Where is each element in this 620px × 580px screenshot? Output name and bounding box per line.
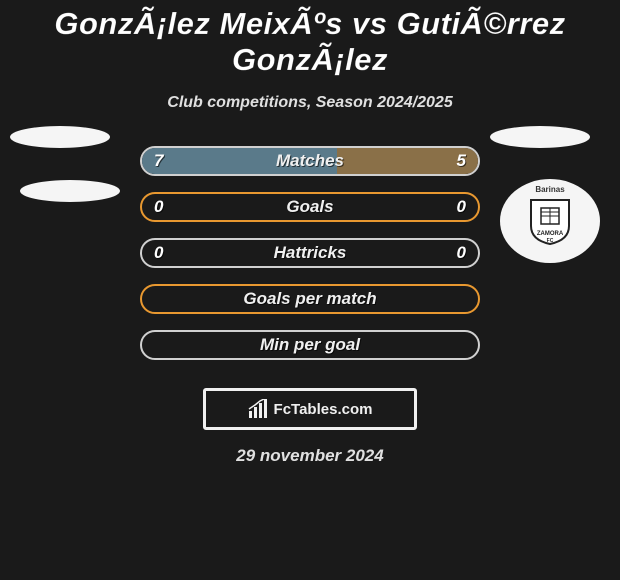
stat-label: Matches xyxy=(276,151,344,171)
player2-avatar xyxy=(490,126,590,148)
stat-value-player2: 5 xyxy=(457,151,466,171)
subtitle: Club competitions, Season 2024/2025 xyxy=(167,94,452,112)
date-text: 29 november 2024 xyxy=(236,446,383,466)
stat-pill: Goals per match xyxy=(140,284,480,314)
svg-text:FC: FC xyxy=(547,238,554,244)
stat-value-player1: 0 xyxy=(154,197,163,217)
stat-row: Goals per match xyxy=(0,282,620,316)
brand-logo-box: FcTables.com xyxy=(203,388,417,430)
stat-row: Min per goal xyxy=(0,328,620,362)
svg-text:ZAMORA: ZAMORA xyxy=(537,231,564,237)
stat-label: Hattricks xyxy=(274,243,347,263)
stat-value-player1: 7 xyxy=(154,151,163,171)
player1-club-badge xyxy=(20,180,120,202)
stat-value-player2: 0 xyxy=(457,243,466,263)
player2-club-badge: Barinas ZAMORA FC xyxy=(500,179,600,263)
stat-label: Goals xyxy=(286,197,333,217)
stat-label: Min per goal xyxy=(260,335,360,355)
stats-container: 7 5 Matches 0 0 Goals 0 0 Hattricks Goals per mat… xyxy=(0,144,620,374)
stat-pill: 0 0 Goals xyxy=(140,192,480,222)
stat-label: Goals per match xyxy=(243,289,376,309)
stat-row: 7 5 Matches xyxy=(0,144,620,178)
stat-pill: 7 5 Matches xyxy=(140,146,480,176)
stat-value-player2: 0 xyxy=(457,197,466,217)
stat-value-player1: 0 xyxy=(154,243,163,263)
player1-avatar xyxy=(10,126,110,148)
stat-pill: Min per goal xyxy=(140,330,480,360)
club-city: Barinas xyxy=(535,185,564,194)
stat-pill: 0 0 Hattricks xyxy=(140,238,480,268)
brand-text: FcTables.com xyxy=(274,401,373,418)
chart-icon xyxy=(248,399,270,419)
page-title: GonzÃ¡lez MeixÃºs vs GutiÃ©rrez GonzÃ¡le… xyxy=(0,6,620,78)
